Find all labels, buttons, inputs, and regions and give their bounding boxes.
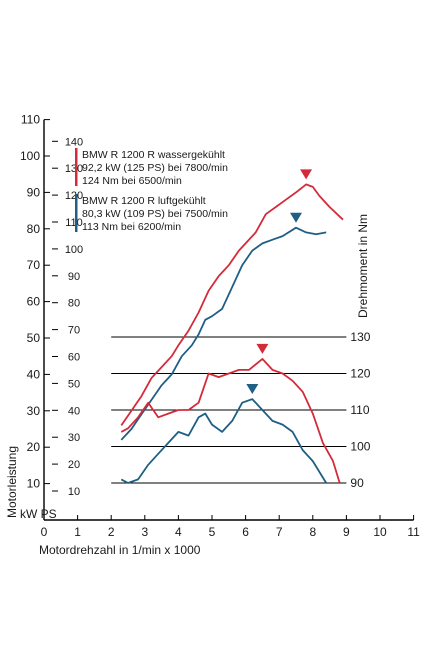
nm-tick-label: 120 (350, 367, 370, 381)
power-kw-ticks: 10 20 30 40 50 60 70 80 90 100 110 (20, 113, 50, 491)
ps-tick-label: 100 (65, 244, 83, 256)
legend-color-bar (75, 148, 78, 186)
ps-tick-label: 70 (68, 325, 80, 337)
kw-tick-label: 110 (21, 113, 40, 127)
kw-tick-label: 40 (27, 367, 41, 381)
legend-color-bar (75, 194, 78, 232)
kw-tick-label: 70 (27, 258, 41, 272)
torque-gridlines (111, 336, 347, 484)
x-tick-label: 9 (343, 525, 350, 539)
series-lines (120, 169, 344, 484)
x-tick-label: 0 (41, 525, 48, 539)
y-right-axis-title: Drehmoment in Nm (356, 214, 370, 318)
legend-text-line: 92,2 kW (125 PS) bei 7800/min (82, 162, 228, 174)
rpm-ticks: 0 1 2 3 4 5 6 7 8 9 10 11 (41, 515, 420, 539)
kw-tick-label: 60 (27, 295, 41, 309)
x-tick-label: 11 (407, 525, 420, 539)
ps-tick-label: 140 (65, 136, 83, 148)
ps-tick-label: 20 (68, 459, 80, 471)
water-cooled-torque-line (120, 358, 341, 484)
ps-tick-label: 40 (68, 405, 80, 417)
torque-nm-ticks: 90 100 110 120 130 (350, 330, 370, 490)
legend-text-line: 113 Nm bei 6200/min (82, 221, 181, 233)
nm-tick-label: 90 (350, 476, 364, 490)
x-tick-label: 3 (141, 525, 148, 539)
legend-text-line: BMW R 1200 R luftgekühlt (82, 195, 206, 207)
ps-tick-label: 80 (68, 298, 80, 310)
kw-tick-label: 20 (27, 440, 41, 454)
legend-text-line: 80,3 kW (109 PS) bei 7500/min (82, 208, 228, 220)
ps-tick-label: 60 (68, 352, 80, 364)
legend-text-line: 124 Nm bei 6500/min (82, 175, 182, 187)
ps-tick-label: 90 (68, 271, 80, 283)
x-tick-label: 1 (74, 525, 81, 539)
kw-tick-label: 80 (27, 222, 41, 236)
y-left-axis-title: Motorleistung (5, 446, 19, 518)
ps-tick-label: 10 (68, 486, 80, 498)
kw-tick-label: 90 (27, 185, 41, 199)
ps-tick-label: 50 (68, 378, 80, 390)
air-cooled-torque-line (120, 398, 327, 484)
water-cooled-power-peak-marker (300, 169, 313, 180)
nm-tick-label: 130 (350, 330, 370, 344)
air-cooled-power-peak-marker (290, 212, 302, 223)
ps-tick-label: 110 (65, 217, 83, 229)
x-tick-label: 6 (242, 525, 249, 539)
nm-tick-label: 100 (350, 440, 370, 454)
x-tick-label: 2 (108, 525, 115, 539)
chart-axes (43, 119, 414, 521)
x-tick-label: 10 (373, 525, 387, 539)
air-cooled-torque-peak-marker (246, 384, 259, 395)
legend-text-line: BMW R 1200 R wassergekühlt (82, 149, 225, 161)
kw-tick-label: 10 (27, 477, 41, 491)
water-cooled-power-line (120, 183, 344, 426)
ps-tick-label: 130 (65, 163, 83, 175)
x-tick-label: 7 (276, 525, 283, 539)
nm-tick-label: 110 (350, 403, 369, 417)
kw-tick-label: 100 (20, 149, 40, 163)
x-tick-label: 5 (209, 525, 216, 539)
power-ps-ticks: 10 20 30 40 50 60 70 80 90 100 110 120 130 140 (52, 136, 83, 498)
water-cooled-torque-peak-marker (256, 343, 269, 354)
x-tick-label: 8 (309, 525, 316, 539)
kw-tick-label: 30 (27, 404, 41, 418)
ps-tick-label: 30 (68, 432, 80, 444)
ps-tick-label: 120 (65, 190, 83, 202)
x-tick-label: 4 (175, 525, 182, 539)
kw-tick-label: 50 (27, 331, 41, 345)
y-left-units-label: kW PS (20, 507, 57, 521)
air-cooled-power-line (120, 226, 327, 441)
x-axis-title: Motordrehzahl in 1/min x 1000 (39, 543, 201, 557)
